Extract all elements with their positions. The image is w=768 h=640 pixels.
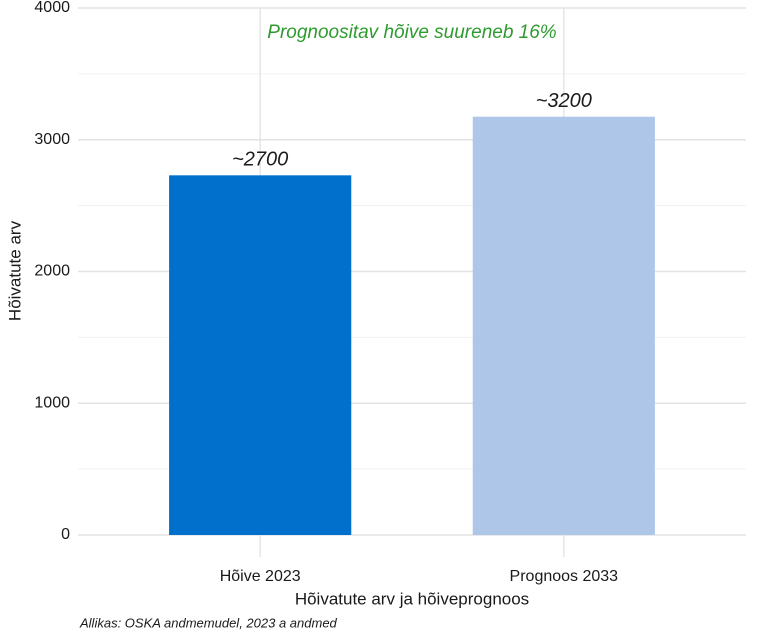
bar — [169, 175, 352, 535]
y-tick-label: 2000 — [34, 263, 70, 280]
annotation: Prognoositav hõive suureneb 16% — [267, 22, 557, 43]
bar — [472, 116, 655, 535]
x-tick-label: Prognoos 2033 — [510, 568, 619, 585]
caption: Allikas: OSKA andmemudel, 2023 a andmed — [79, 615, 338, 630]
x-axis-title: Hõivatute arv ja hõiveprognoos — [295, 589, 529, 608]
y-tick-label: 1000 — [34, 394, 70, 411]
y-tick-label: 4000 — [34, 0, 70, 16]
value-label: ~3200 — [536, 90, 592, 112]
y-tick-label: 3000 — [34, 131, 70, 148]
value-label: ~2700 — [232, 149, 288, 171]
y-tick-label: 0 — [61, 526, 70, 543]
x-tick-label: Hõive 2023 — [220, 568, 301, 585]
y-axis-title: Hõivatute arv — [5, 220, 24, 321]
